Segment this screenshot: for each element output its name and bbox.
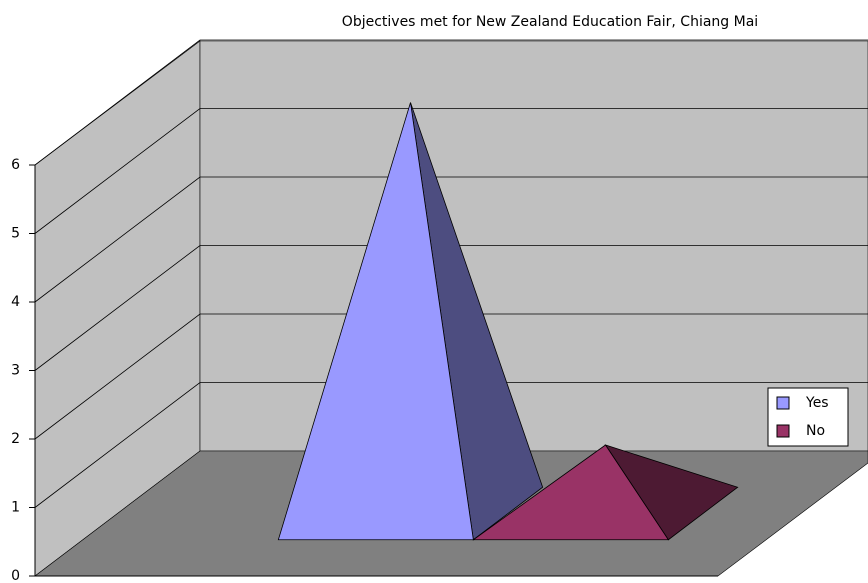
y-tick-label: 6 [11, 157, 20, 173]
y-tick-label: 1 [11, 500, 20, 516]
y-tick-label: 2 [11, 431, 20, 447]
grid-line [34, 176, 868, 303]
legend-swatch [776, 424, 790, 438]
chart-title: Objectives met for New Zealand Education… [342, 14, 758, 30]
grid-line [34, 108, 868, 234]
y-tick-label: 0 [11, 568, 20, 583]
grid-line [34, 382, 868, 508]
legend-label: No [806, 423, 825, 439]
pyramid [277, 102, 544, 541]
pyramid-front [472, 444, 670, 541]
legend-swatch [776, 396, 790, 410]
grid-line [34, 245, 868, 371]
grid-line [34, 313, 868, 440]
pyramid-front [277, 102, 474, 541]
grid-line [34, 39, 868, 166]
y-tick-label: 3 [11, 363, 20, 379]
y-tick-label: 5 [11, 226, 20, 242]
y-tick-label: 4 [11, 294, 20, 310]
legend-label: Yes [805, 395, 829, 411]
pyramid [472, 444, 739, 541]
